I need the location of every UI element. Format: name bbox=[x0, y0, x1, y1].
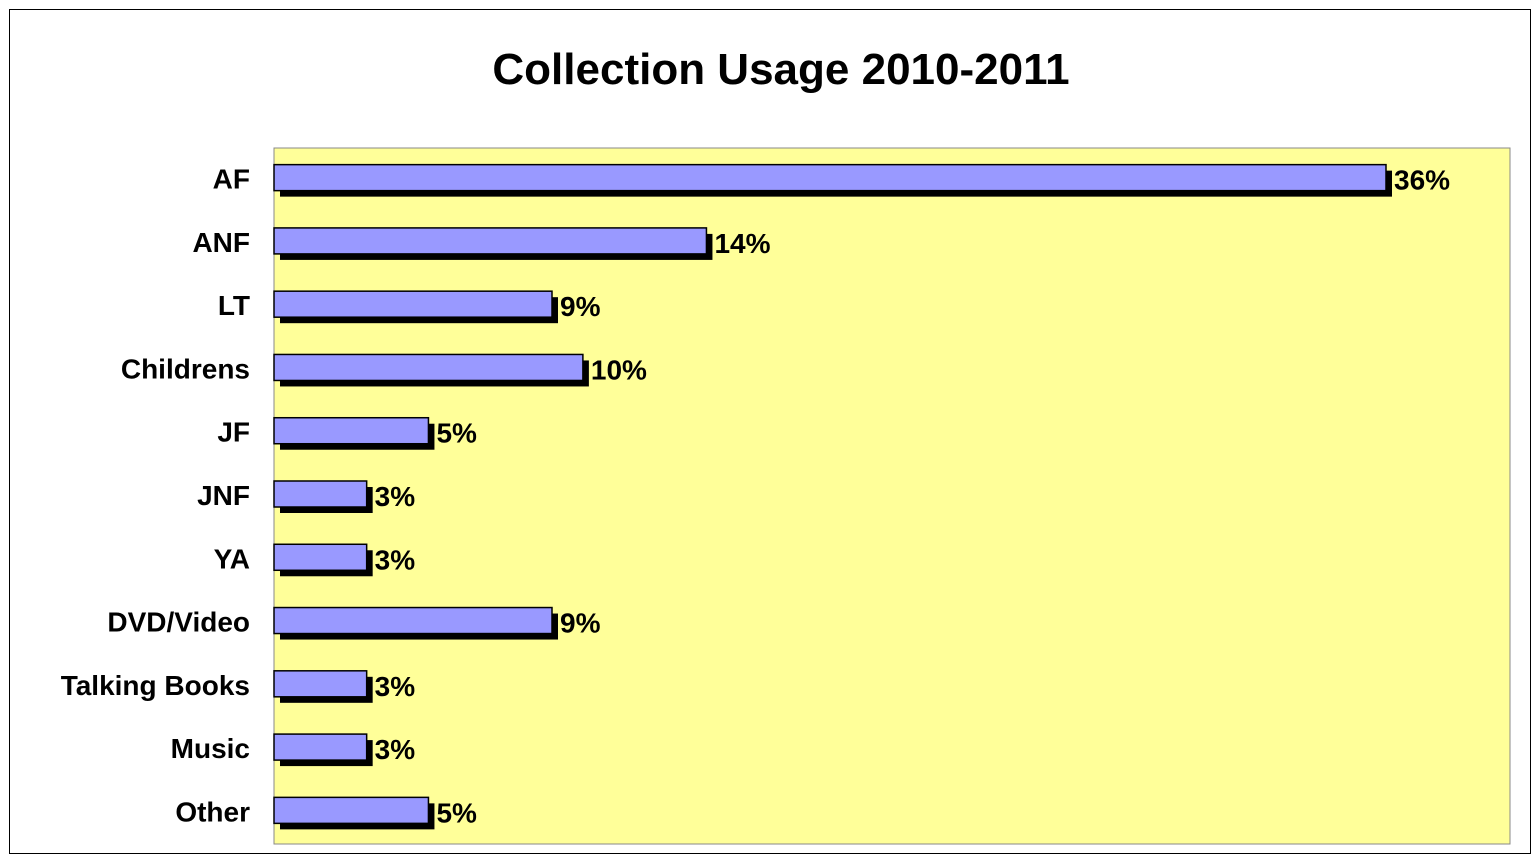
category-label: YA bbox=[214, 543, 250, 574]
data-label: 10% bbox=[591, 354, 647, 385]
bar bbox=[273, 670, 368, 698]
category-label: LT bbox=[218, 290, 250, 321]
category-label: Other bbox=[175, 796, 250, 827]
category-label: DVD/Video bbox=[107, 607, 250, 638]
bar bbox=[273, 606, 553, 635]
bar-group bbox=[273, 163, 1392, 830]
category-label: ANF bbox=[192, 227, 250, 258]
bar bbox=[273, 796, 430, 825]
category-label: Talking Books bbox=[61, 670, 250, 701]
category-label: AF bbox=[213, 164, 250, 195]
plot-area bbox=[273, 147, 1511, 845]
data-label: 9% bbox=[560, 291, 601, 322]
data-label: 36% bbox=[1394, 165, 1450, 196]
data-label: 3% bbox=[375, 671, 416, 702]
data-label: 3% bbox=[375, 544, 416, 575]
category-label: JNF bbox=[197, 480, 250, 511]
bar bbox=[273, 416, 430, 445]
bar bbox=[273, 163, 1387, 192]
bar bbox=[273, 290, 553, 318]
bar bbox=[273, 227, 708, 255]
category-label: Music bbox=[171, 733, 250, 764]
data-label: 14% bbox=[714, 228, 770, 259]
category-label: Childrens bbox=[121, 353, 250, 384]
data-label: 3% bbox=[375, 734, 416, 765]
data-label: 3% bbox=[375, 481, 416, 512]
category-label: JF bbox=[217, 417, 250, 448]
data-label: 9% bbox=[560, 608, 601, 639]
chart-title: Collection Usage 2010-2011 bbox=[492, 45, 1069, 94]
bar bbox=[273, 733, 368, 761]
label-group: AF 36% ANF 14% LT 9% Childrens 10% JF 5% JNF 3% YA 3%… bbox=[61, 164, 1450, 829]
bar bbox=[273, 543, 368, 572]
data-label: 5% bbox=[436, 418, 477, 449]
bar bbox=[273, 480, 368, 508]
bar bbox=[273, 353, 584, 382]
data-label: 5% bbox=[436, 797, 477, 828]
